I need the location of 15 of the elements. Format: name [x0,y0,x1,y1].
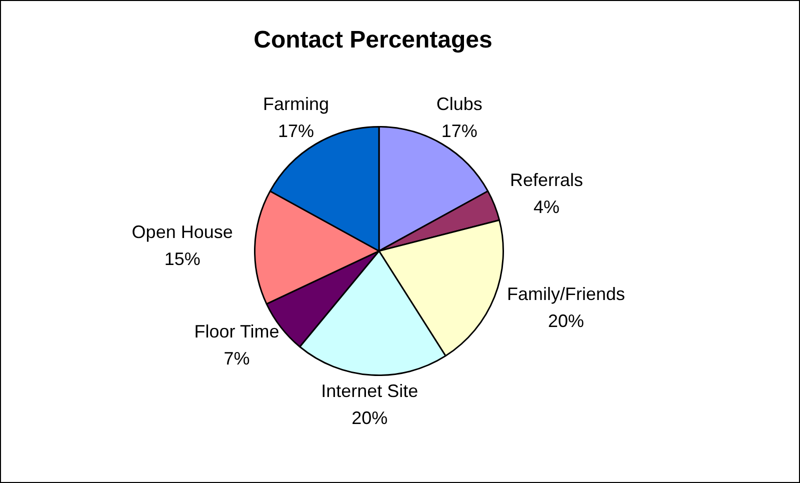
slice-label: Floor Time [194,322,280,342]
slice-label: Family/Friends [506,284,626,304]
slice-label: Open House [132,222,233,242]
data-label: 17% [278,121,314,142]
data-label: 17% [441,121,478,142]
data-label: 4% [534,197,560,218]
slice-label: Clubs [436,94,482,114]
data-label: 20% [548,310,584,331]
slice-label: Internet Site [321,380,418,401]
data-label: 15% [164,249,200,270]
data-label: 7% [224,348,250,369]
data-label: 20% [352,408,388,428]
slice-label: Farming [262,94,330,114]
chart-title: Contact Percentages [254,26,492,54]
slice-label: Referrals [510,170,584,190]
